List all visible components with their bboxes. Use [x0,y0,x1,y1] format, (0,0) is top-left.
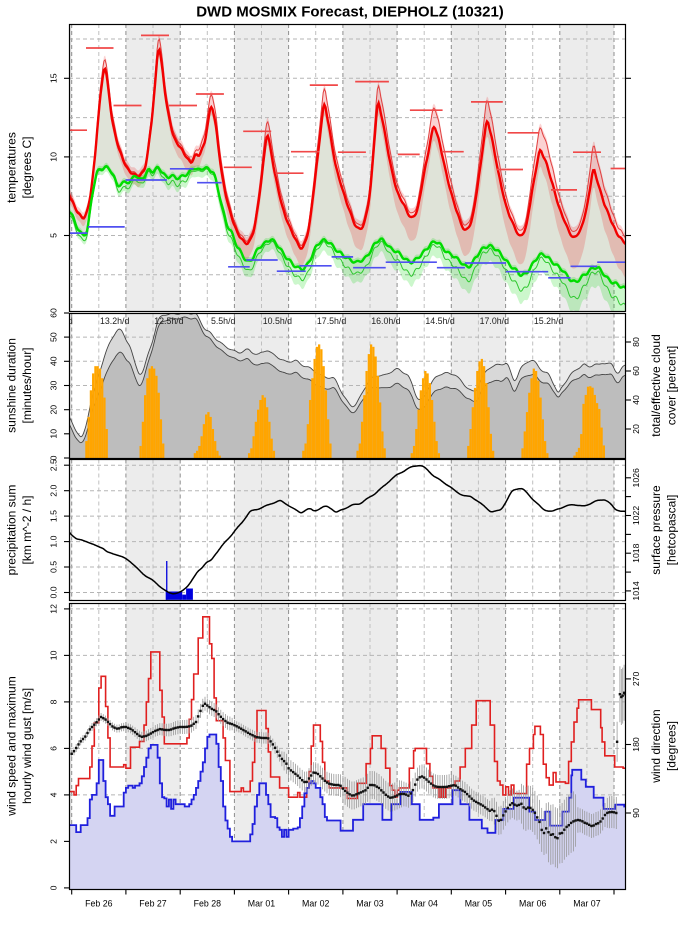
svg-text:10.5h/d: 10.5h/d [263,316,292,326]
svg-text:270: 270 [631,671,641,686]
svg-text:Mar 01: Mar 01 [248,899,275,909]
svg-text:2.0: 2.0 [49,484,59,496]
svg-text:DWD MOSMIX Forecast, DIEPHOLZ: DWD MOSMIX Forecast, DIEPHOLZ (10321) [196,4,504,21]
svg-text:surface pressure: surface pressure [649,485,663,575]
svg-text:[degrees]: [degrees] [665,721,679,771]
svg-text:1018: 1018 [631,543,641,562]
svg-text:15: 15 [49,73,59,83]
svg-text:0.0: 0.0 [49,586,59,598]
svg-text:50: 50 [49,332,59,342]
svg-text:6: 6 [49,746,59,751]
svg-text:Mar 02: Mar 02 [302,899,329,909]
svg-text:12: 12 [49,604,59,614]
svg-text:15.2h/d: 15.2h/d [534,316,563,326]
svg-text:sunshine duration: sunshine duration [5,338,19,433]
svg-text:Feb 26: Feb 26 [85,899,112,909]
svg-text:hourly wind gust [m/s]: hourly wind gust [m/s] [20,688,34,804]
svg-text:1022: 1022 [631,506,641,525]
svg-text:wind speed and maximum: wind speed and maximum [5,676,19,816]
svg-text:40: 40 [631,395,641,405]
svg-text:0: 0 [49,885,59,890]
svg-text:90: 90 [631,808,641,818]
svg-text:2: 2 [49,839,59,844]
svg-text:9.9h/d: 9.9h/d [48,316,73,326]
svg-text:Feb 28: Feb 28 [194,899,221,909]
svg-text:60: 60 [631,366,641,376]
svg-text:0.5: 0.5 [49,561,59,573]
svg-text:[minutes/hour]: [minutes/hour] [20,347,34,423]
svg-text:80: 80 [631,337,641,347]
svg-text:wind direction: wind direction [649,709,663,783]
svg-text:[degrees C]: [degrees C] [20,136,34,198]
svg-text:Mar 03: Mar 03 [356,899,383,909]
svg-text:30: 30 [49,381,59,391]
svg-text:16.0h/d: 16.0h/d [371,316,400,326]
svg-text:cover [percent]: cover [percent] [665,346,679,425]
svg-text:10: 10 [49,650,59,660]
svg-text:[km m^-2 / h]: [km m^-2 / h] [20,496,34,565]
svg-text:[hetcopascal]: [hetcopascal] [665,495,679,566]
svg-text:precipitation sum: precipitation sum [5,485,19,576]
svg-text:1.0: 1.0 [49,535,59,547]
svg-text:14.5h/d: 14.5h/d [425,316,454,326]
svg-text:12.5h/d: 12.5h/d [154,316,183,326]
svg-text:20: 20 [631,424,641,434]
svg-text:0: 0 [49,455,59,460]
svg-text:1014: 1014 [631,581,641,600]
svg-text:10: 10 [49,152,59,162]
svg-text:40: 40 [49,356,59,366]
svg-text:1.5: 1.5 [49,510,59,522]
svg-text:13.2h/d: 13.2h/d [100,316,129,326]
svg-text:17.5h/d: 17.5h/d [317,316,346,326]
svg-text:total/effective cloud: total/effective cloud [649,334,663,437]
svg-text:2.5: 2.5 [49,459,59,471]
svg-text:17.0h/d: 17.0h/d [480,316,509,326]
svg-text:60: 60 [49,308,59,318]
svg-text:1026: 1026 [631,468,641,487]
svg-text:Mar 05: Mar 05 [465,899,492,909]
svg-text:temperatures: temperatures [5,132,19,203]
svg-text:Mar 07: Mar 07 [573,899,600,909]
svg-text:180: 180 [631,737,641,752]
svg-text:Mar 04: Mar 04 [411,899,438,909]
svg-text:8: 8 [49,699,59,704]
svg-text:20: 20 [49,405,59,415]
svg-text:5.5h/d: 5.5h/d [211,316,236,326]
svg-text:Mar 06: Mar 06 [519,899,546,909]
svg-text:4: 4 [49,792,59,797]
svg-text:Feb 27: Feb 27 [139,899,166,909]
svg-text:10: 10 [49,429,59,439]
svg-text:5: 5 [49,233,59,238]
